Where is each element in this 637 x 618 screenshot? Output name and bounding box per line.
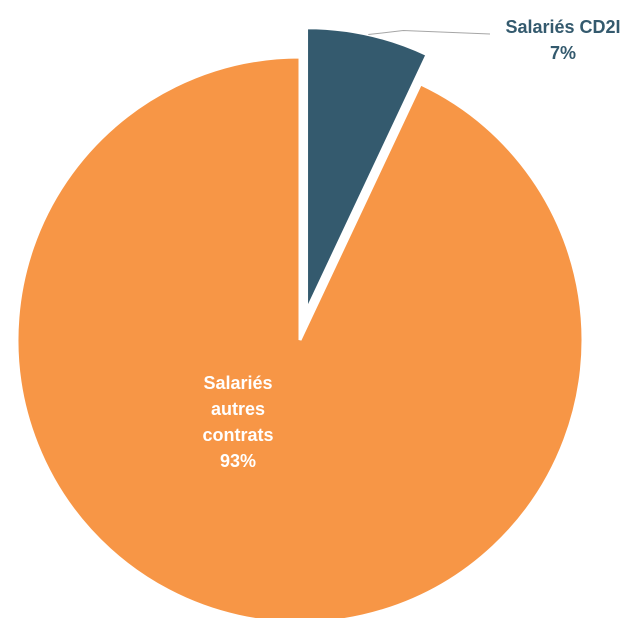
slice-label: Salariés CD2I 7% [478,14,637,66]
slice-label: Salariés autres contrats 93% [183,370,293,474]
value-label: 7% [549,43,576,63]
pie-slice [305,26,430,312]
category-label: Salariés autres contrats [202,373,274,445]
value-label: 93% [219,451,257,471]
pie-slice [15,55,585,618]
category-label: Salariés CD2I [505,17,621,37]
leader-line [368,30,491,36]
